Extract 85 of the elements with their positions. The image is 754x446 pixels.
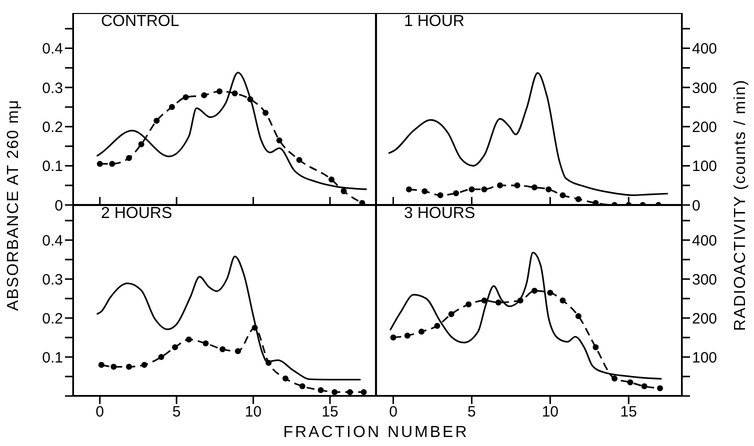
point xyxy=(186,336,192,342)
y2-tick-label: 200 xyxy=(692,118,718,136)
point xyxy=(172,344,178,350)
point xyxy=(592,344,599,350)
point xyxy=(517,298,524,304)
chart-title: 3 HOURS xyxy=(404,205,476,223)
point xyxy=(220,346,226,352)
point xyxy=(252,324,258,331)
y2-tick-label: 400 xyxy=(692,40,718,58)
point xyxy=(110,364,117,370)
y-tick-label: 0.3 xyxy=(42,271,63,288)
y-tick-label: 0.4 xyxy=(42,232,63,250)
point xyxy=(495,299,502,306)
point xyxy=(332,389,338,396)
y-tick-label: 0.4 xyxy=(42,40,63,58)
point xyxy=(418,328,425,335)
point xyxy=(96,160,103,167)
x-tick-label: 15 xyxy=(322,404,338,421)
point xyxy=(340,188,347,194)
y-tick-label: 0.2 xyxy=(42,118,63,136)
x-tick-label: 0 xyxy=(96,404,104,421)
point xyxy=(434,322,440,329)
point xyxy=(276,137,282,144)
point xyxy=(360,389,367,396)
point xyxy=(158,354,164,360)
y2-tick-label: 300 xyxy=(692,271,718,288)
y2-tick-label: 100 xyxy=(692,158,718,176)
point xyxy=(531,288,538,294)
x-tick-label: 15 xyxy=(620,404,637,421)
point xyxy=(262,110,269,116)
y-axis-title: ABSORBANCE AT 260 mμ xyxy=(5,99,23,311)
x-axis-title: FRACTION NUMBER xyxy=(283,424,469,442)
point xyxy=(141,362,148,368)
chart-title: CONTROL xyxy=(101,13,180,31)
point xyxy=(560,298,566,304)
point xyxy=(282,375,288,382)
x-tick-label: 5 xyxy=(172,404,181,421)
y2-tick-label: 200 xyxy=(692,310,718,328)
y2-tick-label: 300 xyxy=(692,80,718,97)
point xyxy=(328,176,335,183)
chart-title: 1 HOUR xyxy=(404,13,464,31)
y-tick-label: 0.1 xyxy=(42,158,63,176)
point xyxy=(234,348,241,354)
point xyxy=(98,362,104,368)
y-tick-label: 0 xyxy=(54,197,63,214)
y-tick-label: 0.1 xyxy=(42,349,63,366)
x-tick-label: 10 xyxy=(244,404,262,421)
point xyxy=(109,160,116,167)
point xyxy=(202,340,209,346)
point xyxy=(404,332,410,339)
x-tick-label: 5 xyxy=(468,404,476,421)
point xyxy=(627,379,634,386)
point xyxy=(299,383,306,390)
point xyxy=(168,104,175,110)
point xyxy=(126,364,132,370)
point xyxy=(201,92,208,98)
point xyxy=(390,334,396,341)
y2-tick-label: 400 xyxy=(692,232,718,250)
point xyxy=(547,290,554,296)
x-tick-label: 10 xyxy=(542,404,559,421)
point xyxy=(247,96,254,102)
y2-tick-label: 100 xyxy=(692,349,718,366)
point xyxy=(318,387,324,394)
point xyxy=(296,156,302,163)
point xyxy=(612,375,618,382)
point xyxy=(232,90,238,96)
point xyxy=(448,311,454,318)
y-tick-label: 0.3 xyxy=(42,80,63,97)
point xyxy=(657,385,664,392)
y-tick-label: 0.2 xyxy=(42,310,63,328)
point xyxy=(266,360,272,366)
point xyxy=(641,383,648,390)
point xyxy=(481,298,488,304)
y2-axis-title: RADIOACTIVITY (counts / min) xyxy=(732,79,750,331)
point xyxy=(154,118,160,124)
point xyxy=(138,141,144,148)
y2-tick-label: 0 xyxy=(692,197,700,214)
chart-title: 2 HOURS xyxy=(101,205,172,223)
x-tick-label: 0 xyxy=(389,404,398,421)
point xyxy=(575,313,582,320)
point xyxy=(182,94,189,100)
point xyxy=(216,88,223,94)
point xyxy=(126,154,132,161)
point xyxy=(466,301,472,308)
point xyxy=(346,389,353,396)
